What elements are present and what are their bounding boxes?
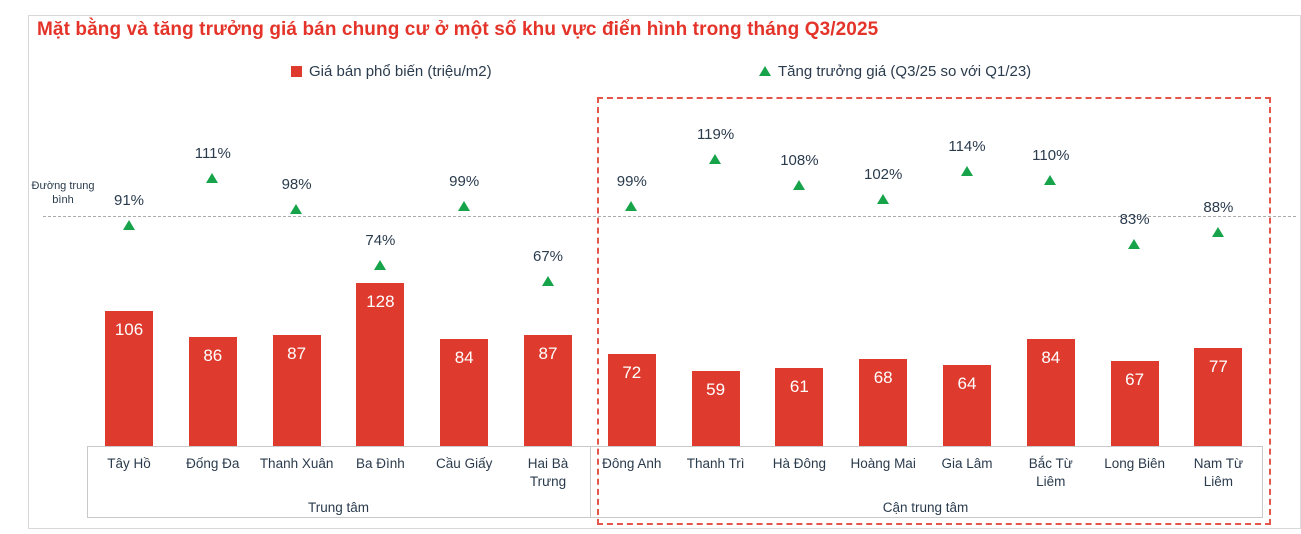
triangle-marker-icon [759, 66, 771, 76]
square-marker-icon [291, 65, 302, 77]
group-label: Cận trung tâm [882, 500, 969, 515]
growth-triangle-icon [876, 194, 889, 205]
bar: 106 [105, 311, 153, 446]
average-line-label: Đường trung bình [31, 180, 95, 206]
bar-value-label: 87 [538, 344, 558, 364]
growth-value-label: 99% [616, 173, 647, 191]
growth-value-label: 102% [864, 166, 903, 184]
bar-value-label: 68 [873, 368, 893, 388]
category-label: Ba Đình [356, 456, 405, 471]
category-label: Nam Từ Liêm [1193, 456, 1244, 489]
group-label: Trung tâm [307, 500, 370, 515]
bar: 86 [188, 336, 237, 446]
bar-value-label: 128 [366, 292, 395, 312]
growth-value-label: 110% [1032, 147, 1070, 165]
growth-value-label: 83% [1119, 210, 1150, 228]
category-label: Long Biên [1104, 456, 1165, 471]
growth-triangle-icon [206, 173, 219, 183]
growth-triangle-icon [625, 201, 638, 212]
growth-triangle-icon [960, 165, 973, 176]
category-label: Hai Bà Trưng [527, 456, 569, 489]
growth-value-label: 88% [1203, 199, 1234, 217]
legend-label-price: Giá bán phổ biến (triệu/m2) [309, 62, 492, 80]
category-label: Thanh Trì [686, 456, 745, 471]
growth-value-label: 119% [696, 126, 735, 144]
growth-triangle-icon [1128, 238, 1141, 249]
growth-triangle-icon [1211, 227, 1224, 238]
highlight-dashed-box [597, 97, 1271, 525]
legend-item-growth: Tăng trưởng giá (Q3/25 so với Q1/23) [759, 61, 1031, 81]
bar: 72 [607, 354, 656, 446]
growth-value-label: 91% [113, 192, 145, 209]
growth-triangle-icon [122, 220, 135, 230]
category-label: Bắc Từ Liêm [1028, 456, 1073, 489]
group-separator-line [590, 446, 591, 517]
category-axis-box [87, 446, 1263, 518]
bar-value-label: 61 [789, 377, 809, 397]
bar-value-label: 77 [1208, 356, 1228, 376]
growth-value-label: 108% [780, 152, 819, 170]
bar-value-label: 84 [1041, 348, 1061, 368]
category-label: Thanh Xuân [259, 456, 334, 471]
growth-triangle-icon [290, 203, 303, 214]
bar-value-label: 87 [287, 344, 307, 364]
growth-triangle-icon [373, 259, 386, 270]
growth-triangle-icon [1044, 175, 1057, 186]
bar: 61 [775, 368, 824, 446]
growth-triangle-icon [457, 201, 470, 212]
category-label: Đông Anh [602, 456, 662, 471]
category-label: Đống Đa [186, 456, 240, 471]
average-dashed-line [43, 216, 1296, 217]
growth-value-label: 98% [281, 175, 312, 193]
bar: 64 [943, 364, 991, 446]
bar: 128 [356, 283, 405, 446]
bar-value-label: 64 [957, 373, 977, 393]
legend-item-price: Giá bán phổ biến (triệu/m2) [291, 61, 492, 81]
growth-value-label: 99% [449, 173, 480, 191]
category-label: Hoàng Mai [850, 456, 916, 471]
bar: 84 [440, 339, 489, 446]
growth-value-label: 67% [532, 248, 564, 266]
bar-value-label: 84 [454, 348, 474, 368]
growth-value-label: 111% [194, 145, 231, 162]
bar: 68 [859, 359, 908, 446]
growth-triangle-icon [709, 154, 722, 165]
category-label: Cầu Giấy [436, 456, 493, 471]
bar-value-label: 67 [1125, 369, 1145, 389]
bar: 67 [1110, 360, 1159, 446]
category-label: Tây Hồ [107, 456, 151, 471]
bar: 77 [1194, 347, 1243, 446]
chart-title: Mặt bằng và tăng trưởng giá bán chung cư… [37, 19, 879, 40]
chart-panel [28, 15, 1301, 529]
bar: 87 [524, 335, 572, 446]
bar-value-label: 59 [706, 379, 726, 399]
bar-value-label: 106 [114, 320, 144, 340]
bar-value-label: 86 [203, 345, 223, 365]
legend-label-growth: Tăng trưởng giá (Q3/25 so với Q1/23) [778, 62, 1032, 80]
growth-value-label: 114% [948, 137, 986, 155]
growth-value-label: 74% [365, 231, 396, 249]
bar: 87 [272, 335, 321, 446]
bar: 84 [1026, 339, 1075, 446]
growth-triangle-icon [541, 276, 554, 287]
growth-triangle-icon [792, 180, 805, 191]
category-label: Gia Lâm [941, 456, 993, 471]
bar: 59 [691, 370, 740, 446]
bar-value-label: 72 [622, 363, 642, 383]
category-label: Hà Đông [772, 456, 827, 471]
